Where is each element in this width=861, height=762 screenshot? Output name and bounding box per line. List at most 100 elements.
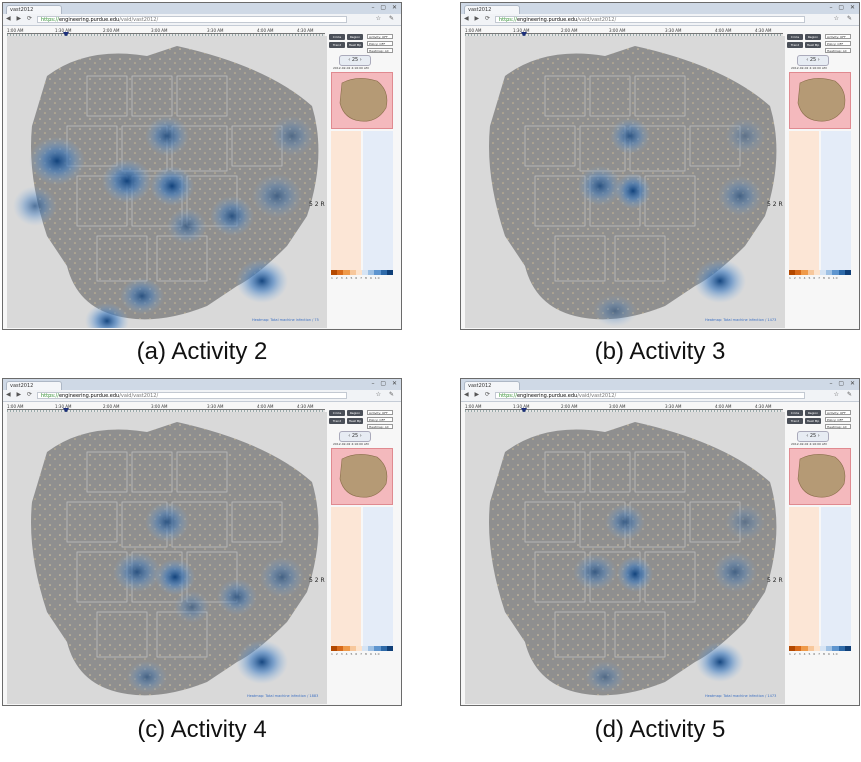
heatmap-status: Heatmap: Total machine infection / 1473 xyxy=(705,694,776,698)
heatmap-select[interactable]: Heatmap: All xyxy=(367,424,393,429)
browser-tab[interactable]: vast2012 xyxy=(464,5,520,14)
trend-button[interactable]: Trend xyxy=(787,42,803,48)
activity-select[interactable]: Activity: OFF xyxy=(825,34,851,39)
minimap[interactable] xyxy=(331,72,393,129)
legend-columns xyxy=(789,131,851,271)
heatmap-select[interactable]: Heatmap: All xyxy=(367,48,393,53)
region-button[interactable]: Region xyxy=(805,410,821,416)
window-controls[interactable]: – ▢ ✕ xyxy=(371,380,399,387)
timeline-label: 4:00 AM xyxy=(715,404,732,409)
timeline-track[interactable] xyxy=(7,33,325,38)
step-counter[interactable]: ‹ 25 › xyxy=(797,55,829,66)
activity-select[interactable]: Activity: OFF xyxy=(825,410,851,415)
panel-caption: (a) Activity 2 xyxy=(136,338,268,365)
heatmap-canvas[interactable]: 5 2 R Heatmap: Total machine infection /… xyxy=(465,36,785,328)
timeline-track[interactable] xyxy=(7,409,325,414)
url-field[interactable]: https://engineering.purdue.edu/vaid/vast… xyxy=(37,16,347,23)
nav-icons[interactable]: ◀ ▶ ⟳ xyxy=(464,15,493,22)
timeline-label: 2:00 AM xyxy=(561,404,578,409)
heatmap-canvas[interactable]: 5 2 R Heatmap: Total machine infection /… xyxy=(7,412,327,704)
timeline-labels: 1:00 AM 1:30 AM 2:00 AM 3:00 AM 3:30 AM … xyxy=(7,28,325,33)
heatmap-button[interactable]: Heat Mp xyxy=(347,42,363,48)
url-field[interactable]: https://engineering.purdue.edu/vaid/vast… xyxy=(495,16,805,23)
nav-icons[interactable]: ◀ ▶ ⟳ xyxy=(6,15,35,22)
policy-select[interactable]: Policy: OFF xyxy=(367,41,393,46)
timeline-label: 1:00 AM xyxy=(465,404,482,409)
activity-select[interactable]: Activity: OFF xyxy=(367,410,393,415)
ramp-swatch xyxy=(832,646,839,651)
timeline-label: 4:00 AM xyxy=(257,404,274,409)
window-controls[interactable]: – ▢ ✕ xyxy=(829,4,857,11)
ramp-swatch xyxy=(795,646,802,651)
trend-button[interactable]: Trend xyxy=(329,418,345,424)
circle-button[interactable]: Circle xyxy=(787,34,803,40)
nav-icons[interactable]: ◀ ▶ ⟳ xyxy=(464,391,493,398)
minimap[interactable] xyxy=(331,448,393,505)
side-panel: Circle Region Trend Heat Mp Activity: OF… xyxy=(329,410,397,700)
activity-select[interactable]: Activity: OFF xyxy=(367,34,393,39)
policy-select[interactable]: Policy: OFF xyxy=(825,417,851,422)
legend-blue-column xyxy=(821,131,851,271)
browser-window: vast2012 – ▢ ✕ ◀ ▶ ⟳ https://engineering… xyxy=(2,2,402,330)
heatmap-button[interactable]: Heat Mp xyxy=(805,418,821,424)
window-controls[interactable]: – ▢ ✕ xyxy=(371,4,399,11)
circle-button[interactable]: Circle xyxy=(787,410,803,416)
timeline-label: 1:30 AM xyxy=(513,28,530,33)
ramp-swatch xyxy=(820,270,827,275)
timeline-track[interactable] xyxy=(465,33,783,38)
timeline-label: 3:30 AM xyxy=(665,404,682,409)
url-field[interactable]: https://engineering.purdue.edu/vaid/vast… xyxy=(495,392,805,399)
address-bar: ◀ ▶ ⟳ https://engineering.purdue.edu/vai… xyxy=(3,14,401,26)
url-domain: engineering.purdue.edu xyxy=(58,17,120,23)
circle-button[interactable]: Circle xyxy=(329,410,345,416)
heatmap-button[interactable]: Heat Mp xyxy=(805,42,821,48)
timeline-label: 4:30 AM xyxy=(755,28,772,33)
step-counter[interactable]: ‹ 25 › xyxy=(339,431,371,442)
ramp-swatch xyxy=(331,646,338,651)
title-bar: vast2012 – ▢ ✕ xyxy=(461,379,859,390)
browser-tab[interactable]: vast2012 xyxy=(6,381,62,390)
timeline-marker[interactable] xyxy=(63,32,69,37)
color-ramp xyxy=(331,646,394,651)
window-controls[interactable]: – ▢ ✕ xyxy=(829,380,857,387)
toolbar-icons[interactable]: ☆ ✎ xyxy=(375,15,397,22)
browser-tab[interactable]: vast2012 xyxy=(464,381,520,390)
policy-select[interactable]: Policy: OFF xyxy=(825,41,851,46)
policy-select[interactable]: Policy: OFF xyxy=(367,417,393,422)
url-path: /vaid/vast2012/ xyxy=(577,17,617,23)
heatmap-select[interactable]: Heatmap: All xyxy=(825,424,851,429)
nav-icons[interactable]: ◀ ▶ ⟳ xyxy=(6,391,35,398)
circle-button[interactable]: Circle xyxy=(329,34,345,40)
timeline-marker[interactable] xyxy=(63,408,69,413)
heatmap-canvas[interactable]: 5 2 R Heatmap: Total machine infection /… xyxy=(7,36,327,328)
browser-tab[interactable]: vast2012 xyxy=(6,5,62,14)
region-button[interactable]: Region xyxy=(347,34,363,40)
toolbar-icons[interactable]: ☆ ✎ xyxy=(833,15,855,22)
panel-caption: (d) Activity 5 xyxy=(594,716,726,743)
step-counter[interactable]: ‹ 25 › xyxy=(339,55,371,66)
minimap[interactable] xyxy=(789,448,851,505)
legend-columns xyxy=(331,131,393,271)
tab-title: vast2012 xyxy=(10,383,34,389)
timeline-marker[interactable] xyxy=(521,408,527,413)
toolbar-icons[interactable]: ☆ ✎ xyxy=(375,391,397,398)
heatmap-canvas[interactable]: 5 2 R Heatmap: Total machine infection /… xyxy=(465,412,785,704)
ramp-numbers: 1 2 3 4 5 6 7 8 9 10 xyxy=(789,276,839,280)
trend-button[interactable]: Trend xyxy=(329,42,345,48)
timeline-track[interactable] xyxy=(465,409,783,414)
region-button[interactable]: Region xyxy=(805,34,821,40)
step-counter[interactable]: ‹ 25 › xyxy=(797,431,829,442)
url-path: /vaid/vast2012/ xyxy=(119,17,159,23)
browser-window: vast2012 – ▢ ✕ ◀ ▶ ⟳ https://engineering… xyxy=(460,2,860,330)
url-field[interactable]: https://engineering.purdue.edu/vaid/vast… xyxy=(37,392,347,399)
toolbar-icons[interactable]: ☆ ✎ xyxy=(833,391,855,398)
url-domain: engineering.purdue.edu xyxy=(516,393,578,399)
minimap[interactable] xyxy=(789,72,851,129)
heatmap-select[interactable]: Heatmap: All xyxy=(825,48,851,53)
ramp-swatch xyxy=(349,270,356,275)
region-button[interactable]: Region xyxy=(347,410,363,416)
timeline-marker[interactable] xyxy=(521,32,527,37)
ramp-swatch xyxy=(820,646,827,651)
trend-button[interactable]: Trend xyxy=(787,418,803,424)
heatmap-button[interactable]: Heat Mp xyxy=(347,418,363,424)
